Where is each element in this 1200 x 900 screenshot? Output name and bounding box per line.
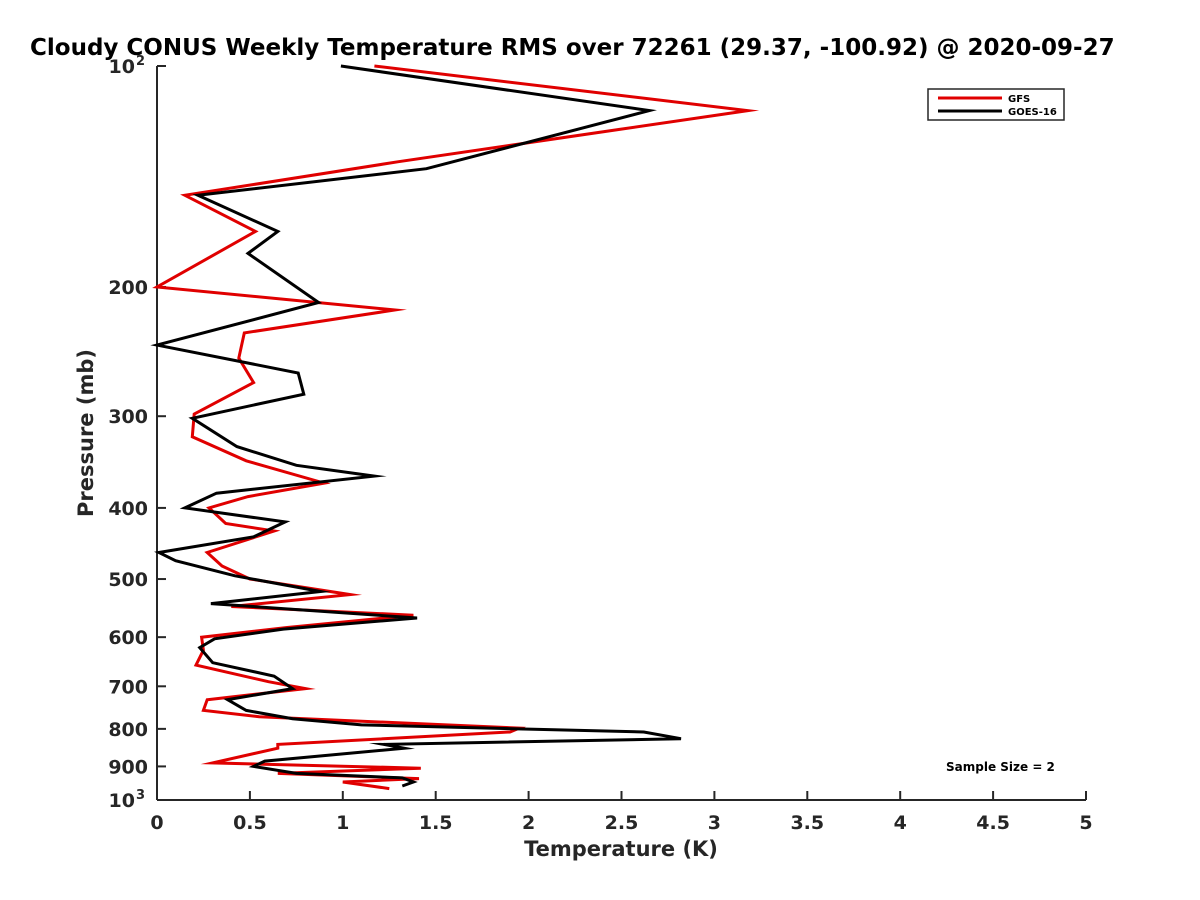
y-tick-label: 10 xyxy=(109,790,135,812)
x-tick-label: 4.5 xyxy=(976,812,1010,834)
y-tick-label: 800 xyxy=(108,719,148,741)
legend-box xyxy=(927,88,1065,121)
y-tick-label: 10 xyxy=(109,56,135,78)
x-tick-label: 2.5 xyxy=(605,812,639,834)
series-lines xyxy=(150,64,760,791)
y-axis-label: Pressure (mb) xyxy=(74,349,98,517)
legend-label: GFS xyxy=(1008,94,1030,105)
x-tick-label: 5 xyxy=(1079,812,1092,834)
x-tick-label: 4 xyxy=(894,812,907,834)
y-tick-exponent: 2 xyxy=(136,54,145,69)
x-tick-label: 3 xyxy=(708,812,721,834)
x-tick-label: 3.5 xyxy=(790,812,824,834)
x-tick-label: 1 xyxy=(336,812,349,834)
y-tick-exponent: 3 xyxy=(136,788,145,803)
y-tick-label: 600 xyxy=(108,627,148,649)
x-tick-label: 1.5 xyxy=(419,812,453,834)
x-axis-label: Temperature (K) xyxy=(524,837,718,861)
legend: GFS GOES-16 xyxy=(927,88,1065,121)
x-tick-label: 2 xyxy=(522,812,535,834)
y-tick-label: 400 xyxy=(108,498,148,520)
chart-title: Cloudy CONUS Weekly Temperature RMS over… xyxy=(30,35,1115,61)
x-tick-label: 0 xyxy=(150,812,163,834)
series-line-gfs xyxy=(152,64,760,791)
y-tick-label: 500 xyxy=(108,569,148,591)
y-tick-label: 300 xyxy=(108,406,148,428)
series-line-goes-16 xyxy=(150,64,682,788)
legend-label: GOES-16 xyxy=(1008,107,1057,118)
y-tick-label: 700 xyxy=(108,676,148,698)
y-tick-label: 900 xyxy=(108,756,148,778)
x-axis-ticks: 0 0.5 1 1.5 2 2.5 3 3.5 4 4.5 5 xyxy=(150,791,1093,834)
sample-size-annotation: Sample Size = 2 xyxy=(946,760,1055,774)
y-tick-label: 200 xyxy=(108,277,148,299)
x-tick-label: 0.5 xyxy=(233,812,267,834)
